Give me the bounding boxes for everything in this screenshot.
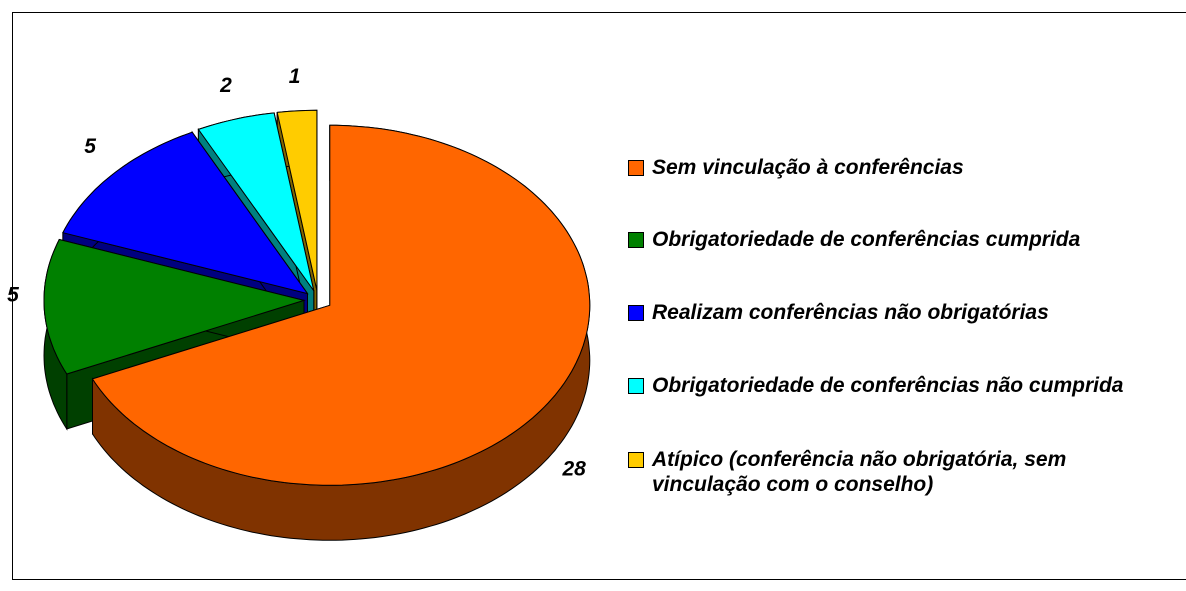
legend-item: Sem vinculação à conferências [628, 155, 1178, 180]
slice-top [91, 124, 591, 486]
legend-swatch [628, 378, 644, 394]
legend-item: Obrigatoriedade de conferências não cump… [628, 373, 1178, 398]
legend-label: Realizam conferências não obrigatórias [652, 301, 1049, 324]
slice-top [62, 131, 309, 295]
legend-label: Obrigatoriedade de conferências não cump… [652, 374, 1124, 397]
data-label: 5 [84, 135, 96, 158]
legend-label: Atípico (conferência não obrigatória, se… [652, 448, 1067, 496]
legend-item: Realizam conferências não obrigatórias [628, 300, 1178, 325]
legend-swatch [628, 232, 644, 248]
data-label: 5 [7, 284, 19, 307]
legend-item: Obrigatoriedade de conferências cumprida [628, 227, 1178, 252]
slice-top [197, 112, 315, 292]
legend-item: Atípico (conferência não obrigatória, se… [628, 447, 1178, 497]
legend-label: Sem vinculação à conferências [652, 156, 964, 179]
slice-top [276, 109, 318, 291]
data-label: 2 [219, 74, 232, 97]
legend-label: Obrigatoriedade de conferências cumprida [652, 228, 1081, 251]
data-label: 1 [289, 65, 301, 88]
legend-swatch [628, 160, 644, 176]
frame [12, 12, 1186, 580]
slice [91, 124, 591, 541]
legend-swatch [628, 452, 644, 468]
legend-swatch [628, 305, 644, 321]
slice-top [43, 238, 306, 375]
data-label: 28 [561, 457, 586, 480]
